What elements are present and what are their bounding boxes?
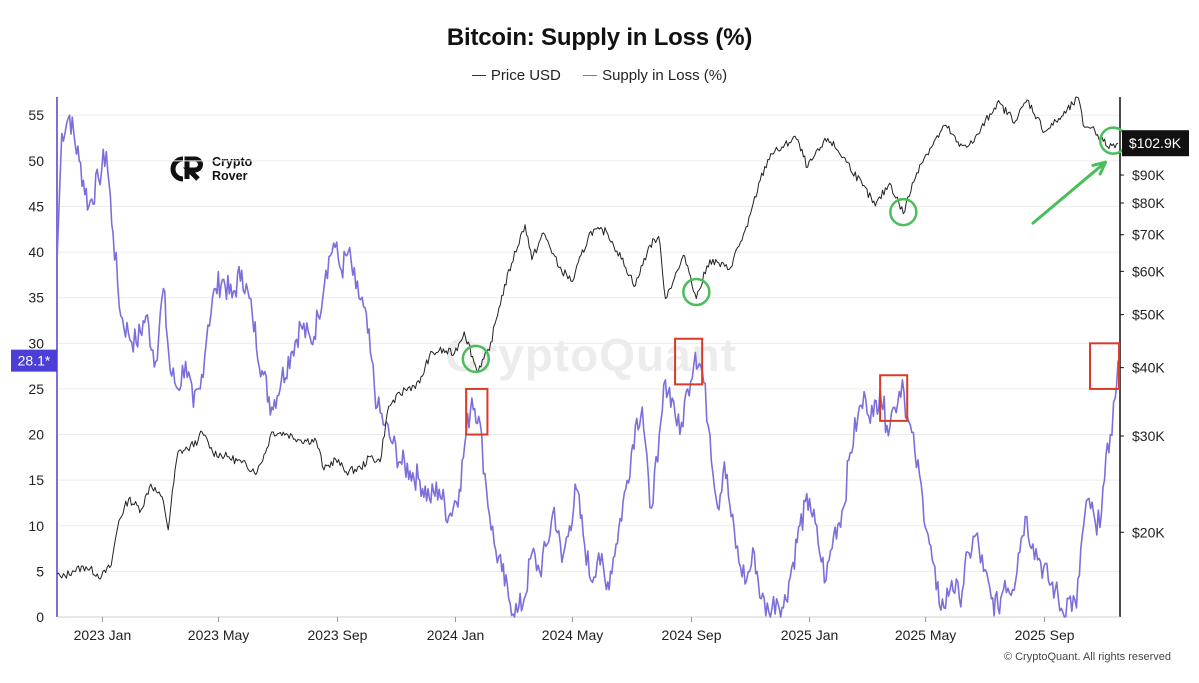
legend-item-supply[interactable]: Supply in Loss (%) <box>583 67 727 84</box>
value-badges: 28.1* $102.9K <box>11 130 1189 372</box>
annotation-red-box-0 <box>465 387 489 436</box>
y-right-tick-label-1: $30K <box>1132 428 1165 444</box>
annotation-red-box-2 <box>879 374 909 422</box>
y-right-tick-label-2: $40K <box>1132 360 1165 376</box>
current-price-badge-label: $102.9K <box>1129 135 1182 151</box>
x-tick-label-5: 2024 Sep <box>662 627 722 643</box>
y-right-tick-label-5: $70K <box>1132 227 1165 243</box>
y-left-tick-5: 5 <box>36 563 44 579</box>
supply-in-loss-line <box>56 114 1119 618</box>
y-right-tick-label-0: $20K <box>1132 524 1165 540</box>
y-right-tick-label-4: $60K <box>1132 263 1165 279</box>
y-left-tick-55: 55 <box>28 107 44 123</box>
y-left-tick-15: 15 <box>28 472 44 488</box>
cryptoquant-watermark: CryptoQuant <box>445 329 738 381</box>
logo-line2: Rover <box>212 169 248 183</box>
x-tick-label-6: 2025 Jan <box>781 627 839 643</box>
crypto-rover-logo-text: Crypto Rover <box>212 155 252 183</box>
x-tick-label-2: 2023 Sep <box>308 627 368 643</box>
legend-label-supply: Supply in Loss (%) <box>602 67 728 84</box>
annotation-green-circle-1 <box>682 277 711 307</box>
chart-title: Bitcoin: Supply in Loss (%) <box>446 24 753 51</box>
series-price-usd <box>56 96 1119 580</box>
annotation-green-arrow-head <box>1091 160 1107 176</box>
x-tick-label-1: 2023 May <box>188 627 249 643</box>
current-loss-badge <box>11 349 57 372</box>
x-tick-label-4: 2024 May <box>542 627 603 643</box>
y-right-tick-label-6: $80K <box>1132 195 1165 211</box>
y-right-tick-label-7: $90K <box>1132 167 1165 183</box>
crypto-rover-logo: Crypto Rover <box>168 155 252 183</box>
annotation-red-box-1 <box>674 337 704 386</box>
legend-swatch-supply <box>583 75 598 76</box>
grid-lines <box>57 114 1120 618</box>
axes: 0 5 10 15 20 25 30 35 40 45 50 55 2023 Jan 2023 May 20… <box>28 97 1165 643</box>
x-tick-label-7: 2025 May <box>895 627 956 643</box>
y-left-tick-50: 50 <box>28 153 44 169</box>
x-tick-label-8: 2025 Sep <box>1015 627 1075 643</box>
y-left-tick-40: 40 <box>28 244 44 260</box>
x-tick-label-0: 2023 Jan <box>74 627 132 643</box>
copyright-notice: © CryptoQuant. All rights reserved <box>1003 651 1171 663</box>
y-right-tick-label-3: $50K <box>1132 307 1165 323</box>
chart-legend: Price USD Supply in Loss (%) <box>0 63 1199 84</box>
y-left-tick-25: 25 <box>28 381 44 397</box>
current-price-badge <box>1122 130 1189 157</box>
current-loss-badge-label: 28.1* <box>18 353 51 369</box>
annotation-green-circle-2 <box>889 197 918 227</box>
legend-item-price[interactable]: Price USD <box>471 67 561 84</box>
y-left-tick-10: 10 <box>28 518 44 534</box>
series-supply-in-loss <box>56 114 1119 618</box>
x-tick-label-3: 2024 Jan <box>427 627 485 643</box>
crypto-rover-logo-icon <box>170 156 203 182</box>
y-left-tick-0: 0 <box>36 609 44 625</box>
logo-line1: Crypto <box>212 155 253 169</box>
legend-label-price: Price USD <box>490 67 561 84</box>
y-left-tick-20: 20 <box>28 427 44 443</box>
y-left-tick-45: 45 <box>28 198 44 214</box>
price-usd-line <box>56 96 1119 580</box>
y-left-tick-35: 35 <box>28 290 44 306</box>
legend-swatch-price <box>471 75 486 76</box>
y-left-tick-30: 30 <box>28 335 44 351</box>
annotation-green-arrow-shaft <box>1031 160 1107 225</box>
annotation-red-box-3 <box>1089 342 1121 390</box>
annotation-green-circle-0 <box>461 344 491 374</box>
